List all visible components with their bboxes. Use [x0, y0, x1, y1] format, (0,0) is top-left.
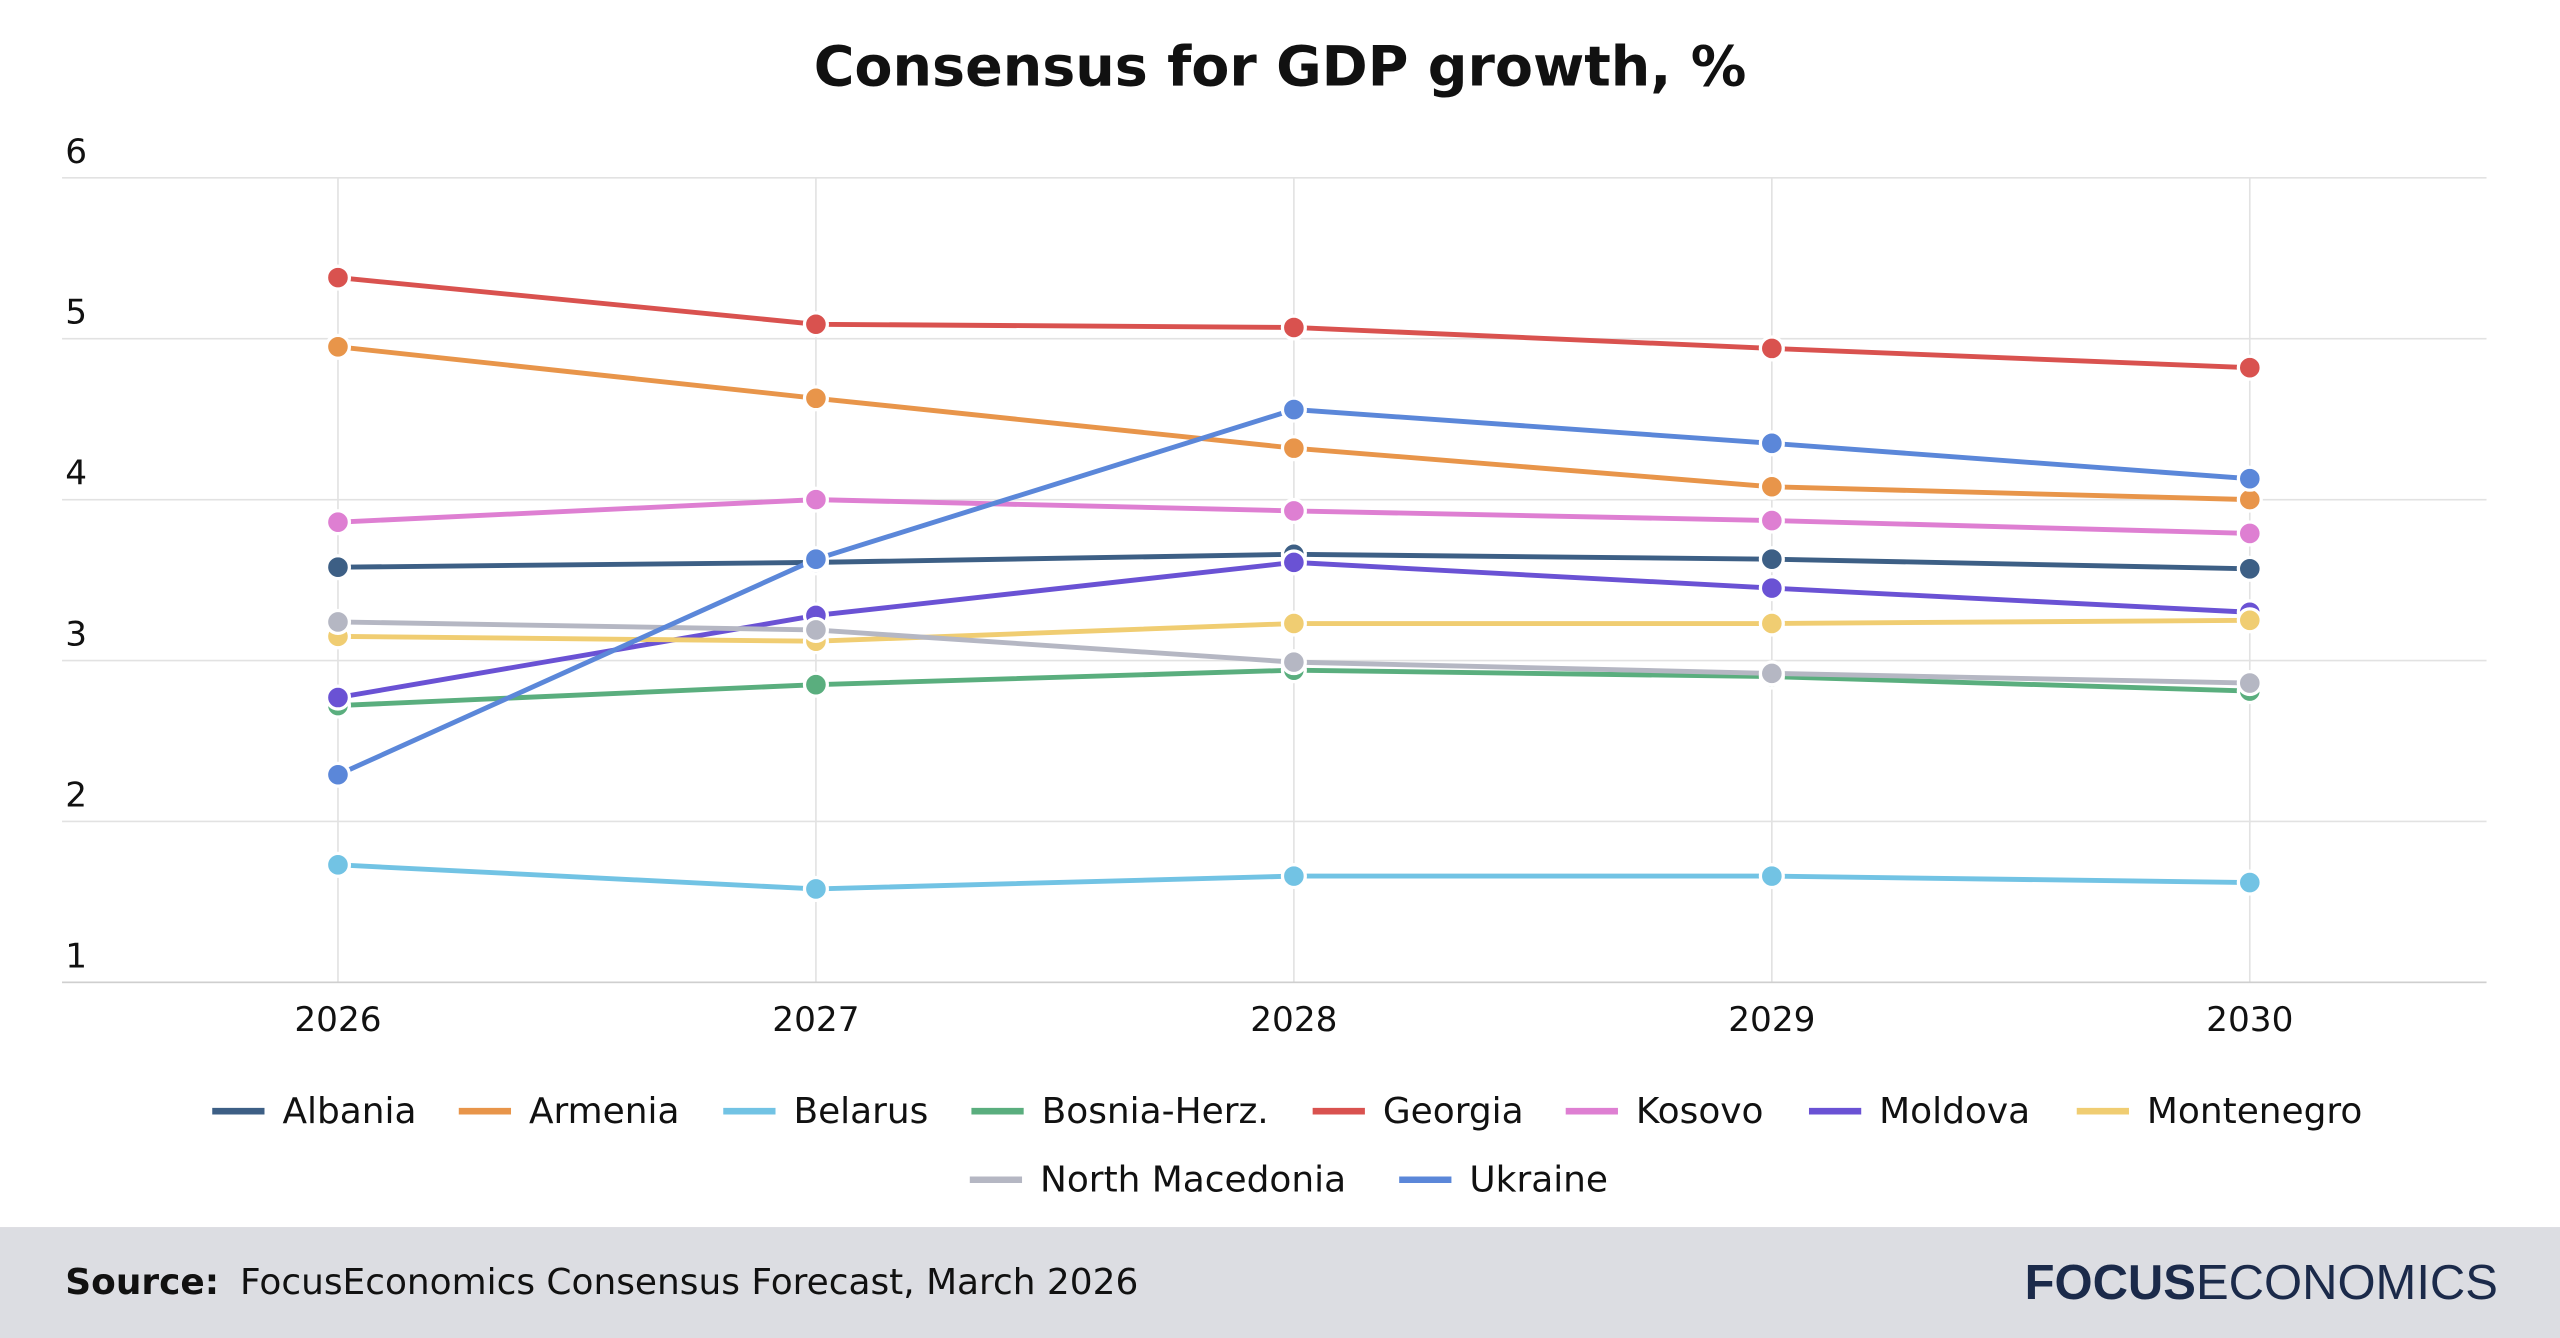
chart-title: Consensus for GDP growth, %	[814, 34, 1747, 99]
series-marker	[1280, 610, 1307, 637]
series-marker	[1758, 546, 1785, 573]
series-marker	[1280, 649, 1307, 676]
legend-label: Belarus	[793, 1091, 928, 1132]
series-marker	[802, 546, 829, 573]
series-marker	[1758, 430, 1785, 457]
series-marker	[1758, 473, 1785, 500]
series-marker	[1280, 435, 1307, 462]
series-marker	[802, 875, 829, 903]
legend-label: Georgia	[1383, 1091, 1524, 1132]
series-marker	[324, 264, 352, 291]
legend-label: Ukraine	[1469, 1159, 1608, 1200]
series-marker	[1280, 396, 1307, 423]
legend-label: Moldova	[1879, 1091, 2030, 1132]
legend-label: Kosovo	[1636, 1091, 1764, 1132]
source-label: Source:	[65, 1262, 219, 1303]
series-marker	[324, 851, 352, 878]
series-marker	[802, 311, 829, 338]
series-marker	[324, 333, 352, 360]
series-marker	[1280, 549, 1307, 576]
legend-label: North Macedonia	[1040, 1159, 1346, 1200]
x-tick-label: 2026	[294, 1000, 381, 1040]
legend-item: Kosovo	[1565, 1091, 1764, 1132]
y-tick-label: 5	[65, 293, 87, 333]
plot-area: 1 2 3 4 5 6 2026 2027 2028 2029 2030	[62, 132, 2487, 1040]
x-tick-label: 2029	[1728, 1000, 1815, 1040]
series-marker	[324, 554, 352, 581]
legend-item: Moldova	[1808, 1091, 2030, 1132]
legend-item: North Macedonia	[969, 1159, 1346, 1200]
series-marker	[802, 486, 829, 513]
legend-item: Montenegro	[2076, 1091, 2362, 1132]
series-marker	[1280, 863, 1307, 890]
series-marker	[2236, 465, 2263, 492]
y-tick-label: 4	[65, 454, 87, 494]
legend-item: Albania	[212, 1091, 417, 1132]
legend-item: Bosnia-Herz.	[971, 1091, 1269, 1132]
legend-item: Belarus	[723, 1091, 928, 1132]
x-tick-label: 2030	[2206, 1000, 2293, 1040]
series-marker	[2236, 555, 2263, 582]
series-marker	[1758, 575, 1785, 602]
legend-item: Armenia	[458, 1091, 679, 1132]
series-marker	[2236, 354, 2263, 381]
legend-label: Armenia	[529, 1091, 679, 1132]
series-marker	[324, 509, 352, 536]
y-tick-label: 2	[65, 775, 87, 815]
series-marker	[2236, 869, 2263, 896]
series-marker	[324, 684, 352, 711]
y-tick-label: 6	[65, 132, 87, 172]
footer-band	[0, 1227, 2560, 1338]
series-marker	[1758, 660, 1785, 687]
series-marker	[2236, 520, 2263, 547]
background	[0, 0, 2560, 1227]
x-tick-label: 2028	[1250, 1000, 1337, 1040]
series-marker	[1758, 335, 1785, 362]
series-marker	[1280, 314, 1307, 341]
logo: FOCUSECONOMICS	[2025, 1256, 2498, 1310]
legend-label: Albania	[282, 1091, 416, 1132]
series-marker	[1758, 610, 1785, 637]
y-tick-label: 1	[65, 936, 87, 976]
series-marker	[1758, 507, 1785, 534]
series-marker	[324, 761, 352, 788]
series-marker	[802, 385, 829, 412]
series-marker	[2236, 669, 2263, 697]
legend-label: Montenegro	[2147, 1091, 2362, 1132]
series-marker	[802, 616, 829, 644]
series-marker	[2236, 607, 2263, 634]
logo-light: ECONOMICS	[2196, 1256, 2498, 1310]
source-text: FocusEconomics Consensus Forecast, March…	[240, 1262, 1138, 1303]
series-marker	[1758, 863, 1785, 890]
y-tick-label: 3	[65, 615, 87, 655]
logo-bold: FOCUS	[2025, 1256, 2196, 1310]
legend-item: Ukraine	[1399, 1159, 1608, 1200]
series-marker	[802, 671, 829, 698]
series-marker	[1280, 497, 1307, 524]
series-marker	[324, 608, 352, 635]
legend-item: Georgia	[1312, 1091, 1524, 1132]
legend-label: Bosnia-Herz.	[1042, 1091, 1269, 1132]
x-tick-label: 2027	[772, 1000, 859, 1040]
